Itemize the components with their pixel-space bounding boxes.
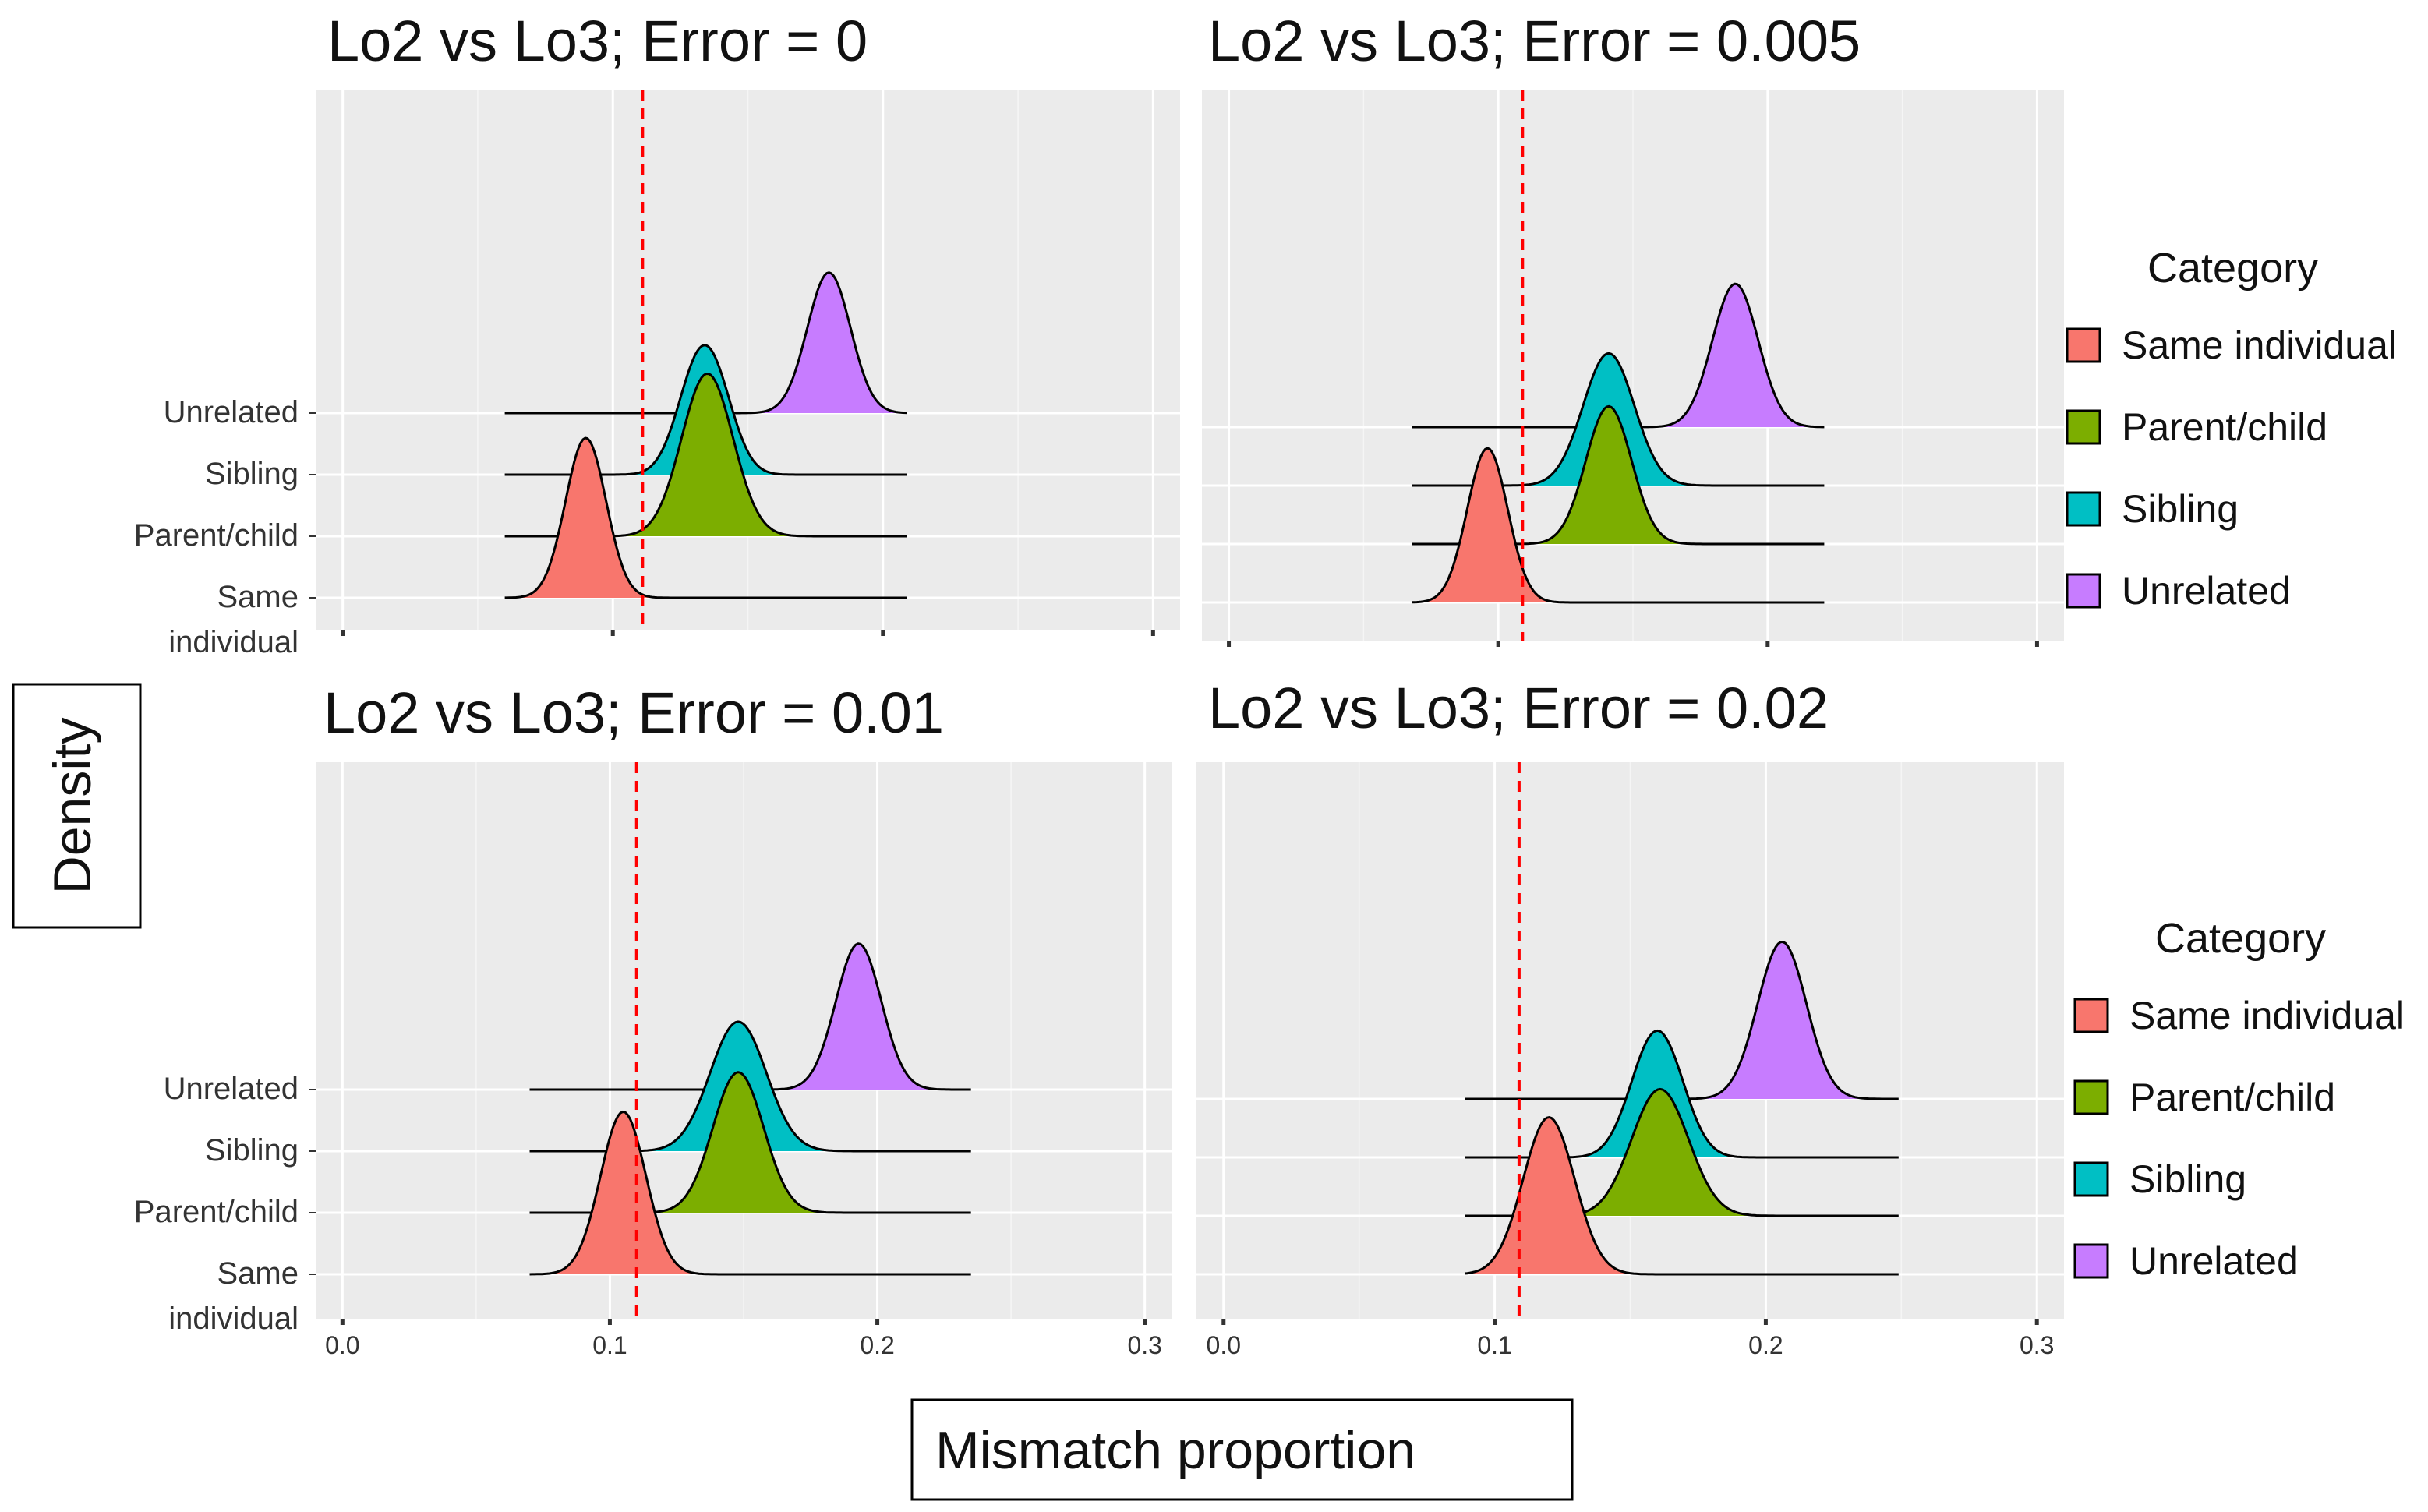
y-tick-label: Unrelated	[164, 1072, 299, 1106]
x-tick-label: 0.2	[860, 1331, 894, 1359]
legend-label-same-individual: Same individual	[2129, 994, 2405, 1037]
ridge-fill-same-individual	[1419, 448, 1557, 602]
legend-key-unrelated	[2066, 573, 2101, 609]
panel-title: Lo2 vs Lo3; Error = 0.01	[323, 680, 944, 745]
ridge-line-sibling	[529, 1020, 971, 1153]
panel-title: Lo2 vs Lo3; Error = 0.02	[1208, 676, 1829, 740]
ridge-fill-same-individual	[1465, 1117, 1636, 1274]
legend-key-same-individual	[2073, 998, 2109, 1033]
y-tick-label: Parent/child	[134, 518, 299, 553]
legend-label-sibling: Sibling	[2129, 1157, 2246, 1201]
y-tick-label: Same individual	[168, 580, 299, 659]
legend-title: Category	[2147, 245, 2318, 291]
x-axis-label: Mismatch proportion	[935, 1421, 1415, 1480]
x-tick-label: 0.1	[1477, 1331, 1511, 1359]
legend-top: Category Same individual Parent/child Sibl…	[2066, 245, 2397, 613]
ridge-fill-parent-child	[652, 1072, 824, 1213]
ridge-line-same-individual	[1412, 447, 1825, 604]
x-axis-label-box: Mismatch proportion	[910, 1398, 1574, 1501]
legend-label-parent-child: Parent/child	[2129, 1076, 2335, 1119]
ridge-fill-parent-child	[1564, 1089, 1757, 1216]
legend-bottom: Category Same individual Parent/child Sibl…	[2073, 915, 2405, 1283]
panel-error-0: Same individual Parent/child Sibling Unrelat…	[134, 9, 1180, 659]
legend-key-same-individual	[2066, 327, 2101, 363]
legend-key-parent-child	[2073, 1079, 2109, 1115]
legend-key-unrelated	[2073, 1243, 2109, 1279]
legend-label-parent-child: Parent/child	[2122, 405, 2327, 449]
panel-title: Lo2 vs Lo3; Error = 0.005	[1208, 9, 1861, 73]
x-tick-label: 0.0	[325, 1331, 359, 1359]
y-tick-label: Unrelated	[164, 395, 299, 429]
legend-label-unrelated: Unrelated	[2129, 1239, 2299, 1283]
y-tick-label: Sibling	[205, 1133, 299, 1168]
x-tick-label: 0.2	[1748, 1331, 1783, 1359]
y-axis-label: Density	[43, 718, 102, 895]
y-tick-label: Same individual	[168, 1256, 299, 1336]
legend-label-unrelated: Unrelated	[2122, 569, 2291, 613]
x-tick-label: 0.1	[592, 1331, 627, 1359]
y-tick-label: Sibling	[205, 457, 299, 491]
x-tick-label: 0.3	[2020, 1331, 2054, 1359]
legend-label-sibling: Sibling	[2122, 487, 2239, 531]
legend-title: Category	[2155, 915, 2326, 962]
ridge-fill-parent-child	[620, 373, 793, 536]
panel-error-0-02: 0.0 0.1 0.2 0.3 Lo2 vs Lo3; Error = 0.02	[1196, 676, 2064, 1359]
y-axis-label-box: Density	[12, 683, 142, 929]
panel-title: Lo2 vs Lo3; Error = 0	[327, 9, 868, 73]
panel-error-0-005: Lo2 vs Lo3; Error = 0.005	[1202, 9, 2064, 647]
ridge-line-same-individual	[1465, 1115, 1899, 1276]
x-tick-label: 0.0	[1207, 1331, 1241, 1359]
ridge-line-same-individual	[529, 1110, 971, 1276]
legend-key-parent-child	[2066, 409, 2101, 445]
ridge-line-same-individual	[504, 436, 907, 599]
x-tick-label: 0.3	[1127, 1331, 1161, 1359]
panel-error-0-01: 0.0 0.1 0.2 0.3 Same individual Parent/child Si…	[134, 680, 1172, 1359]
legend-key-sibling	[2066, 491, 2101, 527]
legend-key-sibling	[2073, 1161, 2109, 1197]
legend-label-same-individual: Same individual	[2122, 323, 2397, 367]
y-tick-label: Parent/child	[134, 1195, 299, 1229]
